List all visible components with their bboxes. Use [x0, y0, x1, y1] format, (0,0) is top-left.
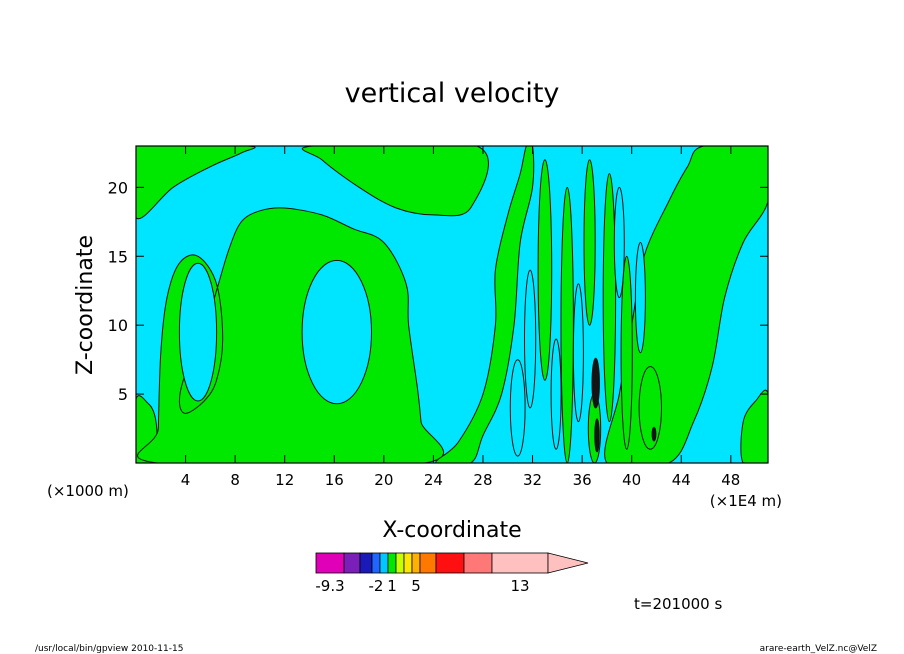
x-tick-label: 4: [181, 471, 191, 489]
colorbar-segment: [387, 552, 397, 574]
y-tick-label: 5: [118, 385, 128, 404]
colorbar-segment: [359, 552, 373, 574]
x-tick-label: 28: [473, 471, 492, 489]
colorbar-segment: [315, 552, 345, 574]
cell-dark-spot: [651, 426, 657, 442]
plot-frame: [135, 145, 769, 464]
cell-cyan-streak-2: [524, 269, 537, 409]
x-unit-right: (×1E4 m): [710, 492, 782, 510]
footer-right: arare-earth_VelZ.nc@VelZ: [760, 644, 877, 654]
x-axis: 4 8 12 16 20 24 28 32 36 40 44 48: [181, 146, 740, 489]
colorbar-segment: [435, 552, 465, 574]
colorbar-segment: [463, 552, 493, 574]
cell-cyan-streak-6: [634, 242, 646, 354]
x-tick-label: 36: [573, 471, 592, 489]
colorbar-label: 1: [387, 577, 397, 595]
cell-green-streak-4: [602, 173, 617, 423]
x-tick-label: 44: [672, 471, 691, 489]
cell-green-streak-1: [537, 159, 553, 381]
y-axis: 5 10 15 20: [108, 178, 768, 404]
x-tick-label: 16: [325, 471, 344, 489]
x-axis-label: X-coordinate: [382, 518, 521, 543]
cell-green-streak-2: [560, 186, 574, 463]
cell-cyan-streak-5: [613, 186, 625, 299]
x-unit-left: (×1000 m): [47, 482, 129, 500]
contour-regions: [136, 146, 768, 463]
cell-dark-core: [591, 357, 600, 409]
x-tick-label: 20: [374, 471, 393, 489]
y-axis-label: Z-coordinate: [73, 235, 98, 375]
cell-dark-core-low: [594, 418, 600, 453]
colorbar-segment: [395, 552, 405, 574]
cell-green-streak-5: [620, 255, 633, 450]
cell-cyan-cell-left: [178, 262, 218, 402]
cell-cyan-streak-4: [572, 283, 584, 423]
region-green-far-right: [740, 389, 768, 463]
chart-title: vertical velocity: [345, 78, 560, 109]
colorbar-segment: [419, 552, 437, 574]
y-tick-label: 15: [108, 247, 128, 266]
x-tick-label: 12: [275, 471, 294, 489]
footer-left: /usr/local/bin/gpview 2010-11-15: [35, 644, 183, 654]
x-tick-label: 32: [523, 471, 542, 489]
colorbar-segment: [371, 552, 381, 574]
x-tick-label: 24: [424, 471, 443, 489]
colorbar-label: 13: [510, 577, 529, 595]
cell-cyan-cell-mid: [301, 259, 372, 405]
colorbar-label: -2: [369, 577, 384, 595]
cell-green-streak-6: [638, 366, 662, 450]
colorbar-segment: [343, 552, 361, 574]
cell-green-streak-3: [583, 159, 596, 326]
colorbar-extension: [547, 552, 589, 574]
colorbar-segment: [403, 552, 413, 574]
colorbar: -9.3 -2 1 5 13: [315, 552, 589, 595]
cell-cyan-streak-1: [509, 359, 526, 457]
y-tick-label: 20: [108, 178, 128, 197]
time-label: t=201000 s: [634, 595, 722, 613]
region-green-main: [137, 207, 444, 463]
x-tick-label: 40: [622, 471, 641, 489]
region-green-right-band: [435, 146, 535, 463]
colorbar-segment: [379, 552, 389, 574]
cell-cyan-streak-3: [550, 338, 562, 450]
colorbar-segment: [491, 552, 549, 574]
x-tick-label: 8: [230, 471, 240, 489]
region-green-top-mid: [302, 146, 489, 217]
region-green-left-top: [136, 146, 256, 220]
x-tick-label: 48: [721, 471, 740, 489]
colorbar-segment: [411, 552, 421, 574]
colorbar-label: 5: [411, 577, 421, 595]
colorbar-label: -9.3: [315, 577, 344, 595]
y-tick-label: 10: [108, 316, 128, 335]
